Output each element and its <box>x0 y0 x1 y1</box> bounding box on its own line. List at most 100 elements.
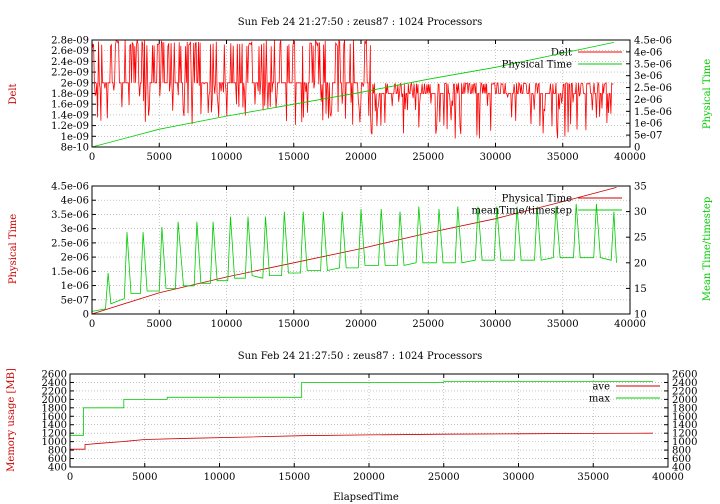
y-axis-label: Delt <box>8 83 19 104</box>
y-tick-label: 2e-06 <box>61 253 89 264</box>
y2-tick-label: 1800 <box>672 403 697 414</box>
y2-tick-label: 20 <box>634 258 647 269</box>
y2-tick-label: 2200 <box>672 386 697 397</box>
y-tick-label: 400 <box>48 463 67 474</box>
x-tick-label: 15000 <box>278 152 310 163</box>
y2-tick-label: 2600 <box>672 370 697 381</box>
x-tick-label: 35000 <box>577 472 609 483</box>
plot-frame <box>91 185 631 315</box>
legend-label: max <box>589 394 610 405</box>
y2-tick-label: 1200 <box>672 429 697 440</box>
y2-tick-label: 10 <box>634 310 647 321</box>
x-tick-label: 30000 <box>480 319 512 330</box>
physical-time-mean-time-panel: Physical Time Mean Time/timestep 0 5000 10… <box>8 182 713 331</box>
y-tick-label: 2200 <box>42 386 67 397</box>
y2-tick-label: 25 <box>634 233 647 244</box>
y2-tick-label: 4.5e-06 <box>634 36 672 47</box>
x-axis-label: ElapsedTime <box>333 492 399 503</box>
y-tick-label: 1400 <box>42 420 67 431</box>
y-tick-label: 2.4e-09 <box>51 57 89 68</box>
y2-tick-label: 1400 <box>672 420 697 431</box>
x-tick-label: 5000 <box>147 319 172 330</box>
y-tick-label: 600 <box>48 454 67 465</box>
chart-title: Sun Feb 24 21:27:50 : zeus87 : 1024 Proc… <box>238 351 482 362</box>
y2-tick-label: 1000 <box>672 437 697 448</box>
y2-tick-label: 3e-06 <box>634 71 662 82</box>
memory-usage-panel: Sun Feb 24 21:27:50 : zeus87 : 1024 Proc… <box>6 351 697 503</box>
y2-tick-label: 2e-06 <box>634 95 662 106</box>
y-tick-label: 1e-06 <box>61 281 89 292</box>
x-tick-label: 15000 <box>278 472 310 483</box>
y-tick-label: 1.8e-09 <box>51 89 89 100</box>
y-axis-label: Physical Time <box>8 214 19 284</box>
y-tick-label: 1.2e-09 <box>51 121 89 132</box>
y2-tick-label: 5e-07 <box>634 131 662 142</box>
y2-tick-label: 400 <box>672 463 691 474</box>
y-axis-label: Memory usage [MB] <box>6 368 17 472</box>
y2-tick-label: 1.5e-06 <box>634 107 672 118</box>
series-line-delt <box>91 39 614 139</box>
legend-label: ave <box>592 382 610 393</box>
y-tick-label: 4e-06 <box>61 196 89 207</box>
x-tick-label: 40000 <box>614 152 646 163</box>
x-tick-label: 25000 <box>412 319 444 330</box>
y2-tick-label: 800 <box>672 446 691 457</box>
y-tick-label: 2600 <box>42 370 67 381</box>
chart-title: Sun Feb 24 21:27:50 : zeus87 : 1024 Proc… <box>238 17 482 28</box>
x-tick-label: 20000 <box>353 472 385 483</box>
x-tick-label: 10000 <box>211 319 243 330</box>
x-tick-label: 10000 <box>211 152 243 163</box>
series-line-max <box>70 381 653 436</box>
y2-tick-label: 4e-06 <box>634 47 662 58</box>
y-tick-label: 2.2e-09 <box>51 68 89 79</box>
y-tick-label: 5e-07 <box>61 295 89 306</box>
y-tick-label: 8e-10 <box>61 143 89 154</box>
y-tick-label: 2400 <box>42 378 67 389</box>
y-tick-label: 2.6e-09 <box>51 46 89 57</box>
y2-tick-label: 15 <box>634 284 647 295</box>
y2-tick-label: 2400 <box>672 378 697 389</box>
x-tick-label: 35000 <box>547 152 579 163</box>
y-tick-label: 1600 <box>42 412 67 423</box>
legend-label: Physical Time <box>502 60 572 71</box>
x-tick-label: 20000 <box>345 319 377 330</box>
y-tick-label: 2.5e-06 <box>51 238 89 249</box>
y2-tick-label: 35 <box>634 182 647 193</box>
legend-label: Physical Time <box>502 194 572 205</box>
x-tick-label: 20000 <box>345 152 377 163</box>
y-tick-label: 2e-09 <box>61 78 89 89</box>
series-line-ave <box>70 432 654 450</box>
delt-physical-time-panel: Sun Feb 24 21:27:50 : zeus87 : 1024 Proc… <box>8 17 713 163</box>
plot-frame <box>69 373 669 468</box>
y-tick-label: 1.4e-09 <box>51 110 89 121</box>
y-tick-label: 1.5e-06 <box>51 267 89 278</box>
y-tick-label: 3.5e-06 <box>51 210 89 221</box>
series-line-physical-time <box>91 187 617 315</box>
x-tick-label: 0 <box>89 152 95 163</box>
y2-tick-label: 0 <box>634 143 640 154</box>
x-tick-label: 0 <box>67 472 73 483</box>
y-tick-label: 2000 <box>42 395 67 406</box>
y2-tick-label: 30 <box>634 207 647 218</box>
y2-tick-label: 3.5e-06 <box>634 59 672 70</box>
y-tick-label: 4.5e-06 <box>51 182 89 193</box>
y2-tick-label: 1600 <box>672 412 697 423</box>
legend-label: meanTime/timestep <box>471 206 572 217</box>
series-line-physical-time <box>91 42 614 148</box>
y-tick-label: 1e-09 <box>61 132 89 143</box>
y-tick-label: 2.8e-09 <box>51 36 89 47</box>
series-line-meantime-timestep <box>91 203 617 312</box>
y-tick-label: 0 <box>83 310 89 321</box>
y2-axis-label: Physical Time <box>702 59 713 129</box>
x-tick-label: 30000 <box>503 472 535 483</box>
y2-axis-label: Mean Time/timestep <box>702 197 713 301</box>
y2-tick-label: 600 <box>672 454 691 465</box>
y-tick-label: 1800 <box>42 403 67 414</box>
x-tick-label: 30000 <box>480 152 512 163</box>
y2-tick-label: 2.5e-06 <box>634 83 672 94</box>
y-tick-label: 1000 <box>42 437 67 448</box>
x-tick-label: 40000 <box>652 472 684 483</box>
x-tick-label: 35000 <box>547 319 579 330</box>
x-tick-label: 15000 <box>278 319 310 330</box>
